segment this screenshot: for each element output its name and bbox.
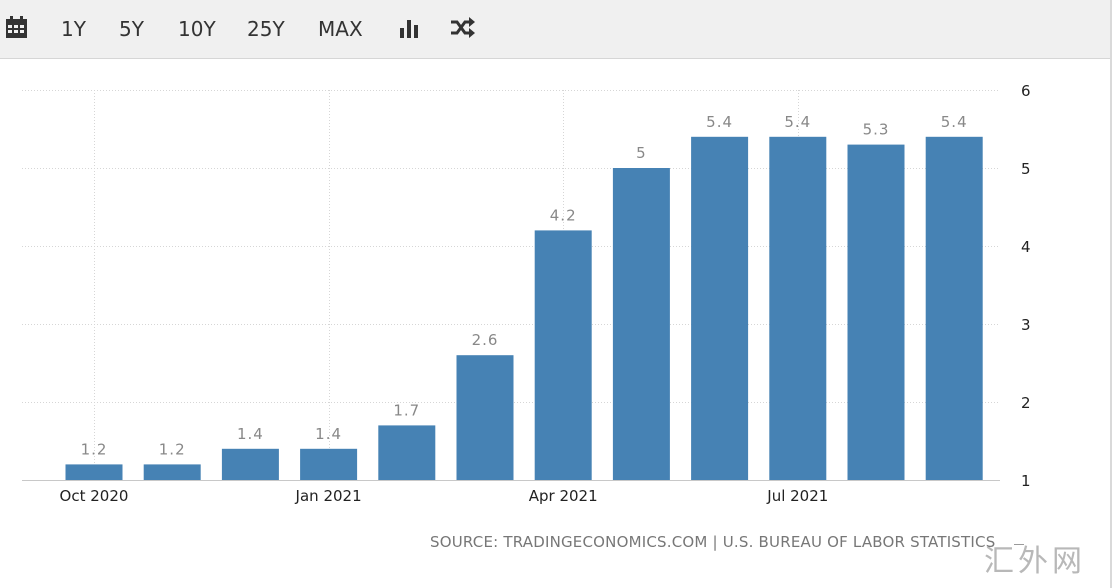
- bar-value-label: 1.4: [237, 425, 264, 443]
- y-tick-label: 4: [1021, 238, 1031, 256]
- bar: [534, 230, 592, 480]
- bar: [847, 144, 905, 480]
- y-tick-label: 6: [1021, 82, 1031, 100]
- range-25y-button[interactable]: 25Y: [247, 17, 285, 41]
- calendar-icon[interactable]: [5, 16, 29, 40]
- bar: [65, 464, 123, 480]
- bar-chart: 1.2 1.2 1.4 1.4 1.7 2.6 4.2 5 5.4 5.4 5.3 5.4 1 2 3 4 5 6…: [22, 82, 1031, 505]
- x-tick-label: Apr 2021: [529, 487, 598, 505]
- shuffle-icon[interactable]: [450, 16, 475, 40]
- bar: [378, 425, 436, 480]
- y-tick-label: 5: [1021, 160, 1031, 178]
- source-note: SOURCE: TRADINGECONOMICS.COM | U.S. BURE…: [430, 533, 996, 551]
- x-tick-label: Oct 2020: [60, 487, 129, 505]
- bar: [612, 168, 670, 480]
- range-5y-button[interactable]: 5Y: [119, 17, 144, 41]
- bar: [456, 355, 514, 480]
- x-tick-label: Jul 2021: [766, 487, 828, 505]
- range-max-button[interactable]: MAX: [318, 17, 363, 41]
- y-tick-label: 3: [1021, 316, 1031, 334]
- bar-value-label: 1.2: [81, 440, 108, 458]
- bar-value-label: 4.2: [550, 206, 577, 224]
- chart-toolbar: 1Y 5Y 10Y 25Y MAX: [0, 0, 1111, 59]
- y-tick-label: 1: [1021, 472, 1031, 490]
- watermark: 汇外网: [984, 544, 1086, 579]
- x-tick-label: Jan 2021: [295, 487, 362, 505]
- bar-value-label: 2.6: [472, 331, 499, 349]
- frame-border: [1110, 0, 1112, 588]
- bar-value-label: 5.4: [784, 113, 811, 131]
- range-10y-button[interactable]: 10Y: [178, 17, 216, 41]
- bar: [300, 448, 358, 480]
- bar-value-label: 1.4: [315, 425, 342, 443]
- bar: [691, 136, 749, 481]
- bar-value-label: 1.2: [159, 440, 186, 458]
- range-1y-button[interactable]: 1Y: [61, 17, 86, 41]
- bar: [769, 136, 827, 481]
- bar-value-label: 5.4: [941, 113, 968, 131]
- bar-chart-icon[interactable]: [398, 16, 422, 40]
- bar: [925, 136, 983, 481]
- y-tick-label: 2: [1021, 394, 1031, 412]
- bar: [143, 464, 201, 480]
- source-dash: [1014, 544, 1024, 545]
- bar: [221, 448, 279, 480]
- bar-value-label: 5: [636, 144, 647, 162]
- bar-value-label: 5.3: [863, 121, 890, 139]
- bar-value-label: 5.4: [706, 113, 733, 131]
- bar-value-label: 1.7: [393, 401, 420, 419]
